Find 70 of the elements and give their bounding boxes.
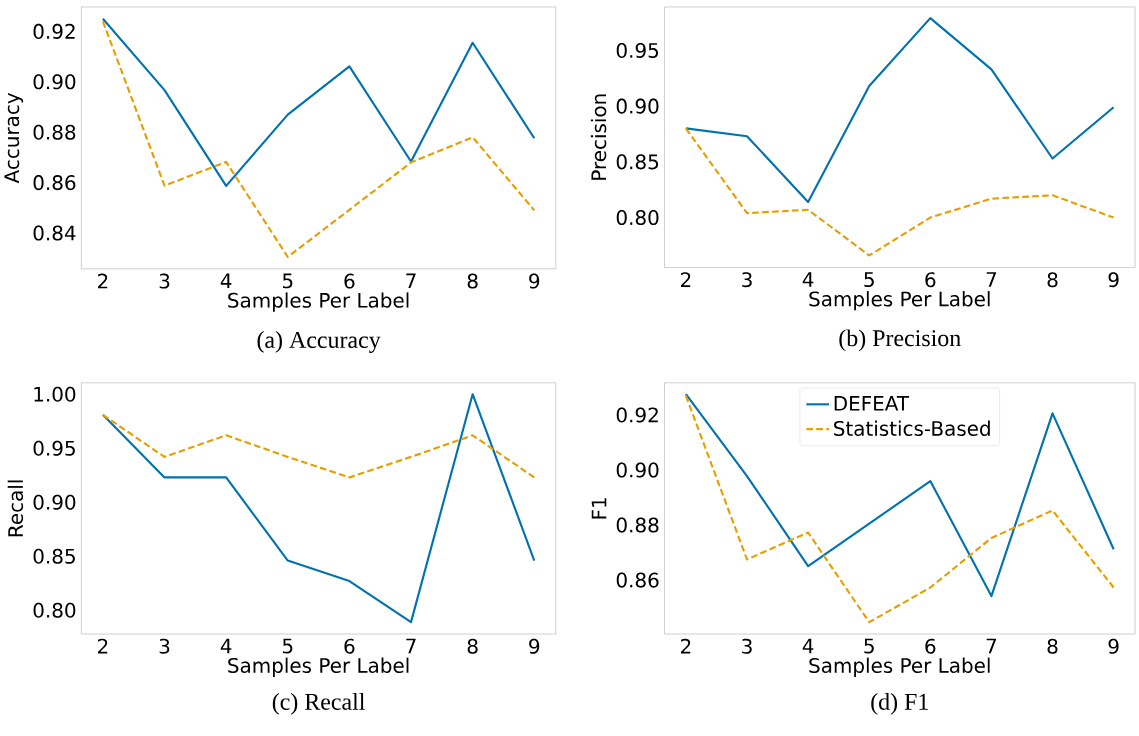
y-tick-label: 0.86 [33,175,76,191]
y-tick-label: 0.95 [33,440,75,456]
x-tick-label: 3 [159,638,170,654]
x-tick-label: 2 [681,638,691,654]
y-tick-label: 0.86 [616,572,659,588]
y-tick-label: 0.90 [616,462,659,478]
y-tick-label: 0.95 [616,43,659,59]
x-tick-label: 4 [220,273,232,289]
x-tick-label: 7 [986,272,997,287]
y-tick-label: 0.92 [33,24,75,40]
legend-label: DEFEAT [834,396,910,411]
x-tick-label: 6 [925,272,936,288]
x-tick-label: 6 [344,638,355,654]
x-axis-title: Samples Per Label [228,292,409,312]
y-axis-title: F1 [591,498,607,519]
y-axis-title: Recall [7,480,24,537]
x-tick-label: 3 [742,638,752,654]
y-axis-title: Accuracy [4,93,24,184]
x-tick-label: 4 [802,638,814,654]
y-tick-label: 0.88 [33,124,76,140]
x-tick-label: 2 [98,273,108,289]
text: (b) Precision [839,329,961,352]
x-tick-label: 6 [344,273,355,289]
x-tick-label: 9 [529,638,540,654]
x-tick-label: 3 [159,273,170,289]
line-series [101,17,536,188]
x-tick-label: 8 [1047,638,1058,654]
x-tick-label: 2 [98,638,108,654]
x-tick-label: 7 [406,273,416,289]
line-series [684,17,1115,204]
y-tick-label: 0.80 [33,602,76,618]
x-tick-label: 5 [282,273,293,289]
y-tick-label: 1.00 [34,386,76,402]
x-tick-label: 6 [925,638,936,654]
x-tick-label: 3 [742,272,752,288]
x-tick-label: 7 [406,638,416,654]
y-tick-label: 0.85 [33,548,75,564]
x-tick-label: 4 [220,638,232,654]
x-tick-label: 8 [467,638,478,654]
y-tick-label: 0.92 [616,407,658,423]
line-series [101,20,536,259]
y-tick-label: 0.85 [616,154,659,170]
x-tick-label: 5 [864,272,874,288]
x-axis-title: Samples Per Label [809,291,990,311]
legend-label: Statistics-Based [834,420,990,437]
y-tick-label: 0.90 [33,494,76,510]
x-tick-label: 4 [802,272,814,287]
y-tick-label: 0.84 [33,225,76,241]
y-tick-label: 0.88 [616,517,659,533]
x-axis-title: Samples Per Label [228,657,409,678]
text: (d) F1 [871,693,928,715]
x-tick-label: 8 [467,273,478,289]
y-axis-title: Precision [590,94,607,180]
y-tick-label: 0.90 [33,74,76,90]
x-tick-label: 9 [1108,272,1119,288]
x-tick-label: 5 [282,638,293,654]
y-tick-label: 0.90 [616,98,659,114]
x-tick-label: 7 [986,638,997,654]
line-series [101,413,536,479]
x-tick-label: 9 [1108,638,1119,654]
x-tick-label: 2 [681,272,691,288]
y-tick-label: 0.80 [616,210,659,226]
x-axis-title: Samples Per Label [809,657,990,678]
text: (c) Recall [272,693,365,715]
text: (a) Accuracy [257,331,381,354]
x-tick-label: 5 [864,638,874,654]
x-tick-label: 8 [1047,272,1058,288]
line-series [101,393,536,624]
x-tick-label: 9 [529,273,540,289]
line-series [684,127,1115,257]
